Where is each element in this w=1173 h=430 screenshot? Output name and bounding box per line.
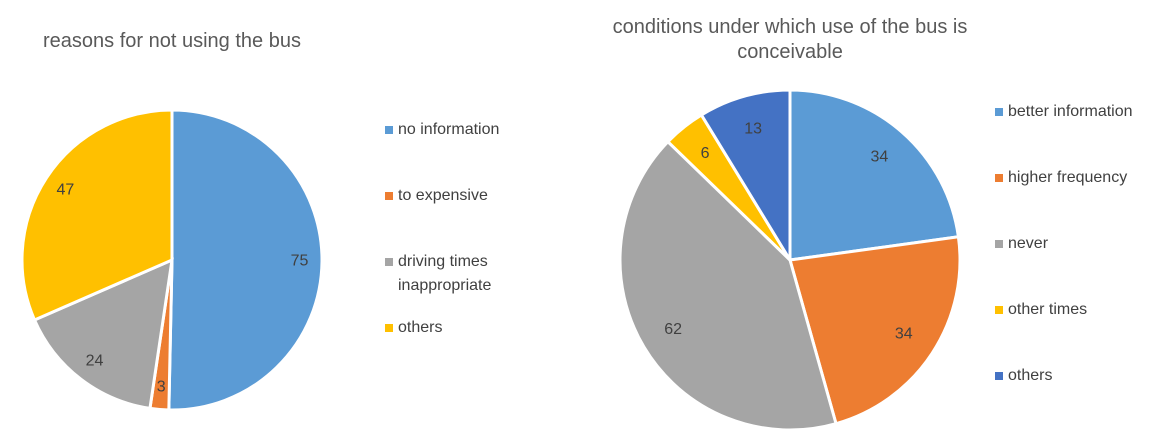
pie-slice — [32, 257, 174, 411]
legend-swatch — [385, 126, 393, 134]
legend-label: better information — [1008, 103, 1133, 120]
legend-label: never — [1008, 235, 1049, 252]
text-line: inappropriate — [398, 277, 492, 294]
legend-swatch — [995, 306, 1003, 314]
legend-swatch — [385, 324, 393, 332]
legend-swatch — [995, 240, 1003, 248]
text-line: better information — [1008, 103, 1133, 120]
pie-slice — [788, 235, 962, 426]
text-line: other times — [1008, 301, 1087, 318]
data-label: 6 — [701, 145, 710, 162]
pie-slice — [20, 108, 174, 322]
chart-title: reasons for not using the bus — [43, 30, 301, 52]
data-label: 34 — [870, 149, 888, 166]
text-line: conditions under which use of the bus is — [613, 16, 968, 38]
legend-label: other times — [1008, 301, 1087, 318]
legend-swatch — [385, 192, 393, 200]
legend-label: driving times inappropriate — [398, 253, 492, 294]
text-line: no information — [398, 121, 499, 138]
pie-slice — [167, 108, 324, 412]
legend-label: no information — [398, 121, 499, 138]
text-line: never — [1008, 235, 1049, 252]
text-line: others — [398, 319, 442, 336]
data-label: 3 — [157, 378, 166, 395]
pie-slice — [699, 88, 792, 266]
legend-label: to expensive — [398, 187, 488, 204]
text-line: others — [1008, 367, 1052, 384]
legend-label: higher frequency — [1008, 169, 1127, 186]
text-line: conceivable — [737, 41, 843, 63]
text-line: higher frequency — [1008, 169, 1127, 186]
legend-label: others — [398, 319, 442, 336]
data-label: 75 — [291, 253, 309, 270]
legend-swatch — [995, 174, 1003, 182]
text-line: to expensive — [398, 187, 488, 204]
legend-swatch — [995, 372, 1003, 380]
legend-label: others — [1008, 367, 1052, 384]
text-line: driving times — [398, 253, 488, 270]
chart-title: conditions under which use of the bus is… — [613, 16, 968, 63]
pie-slice — [788, 88, 961, 262]
data-label: 24 — [86, 352, 104, 369]
legend-swatch — [385, 258, 393, 266]
text-line: reasons for not using the bus — [43, 30, 301, 52]
data-label: 47 — [56, 181, 74, 198]
pie-slice — [618, 139, 838, 430]
data-label: 62 — [664, 321, 682, 338]
data-label: 34 — [895, 326, 913, 343]
data-label: 13 — [744, 120, 762, 137]
legend-swatch — [995, 108, 1003, 116]
